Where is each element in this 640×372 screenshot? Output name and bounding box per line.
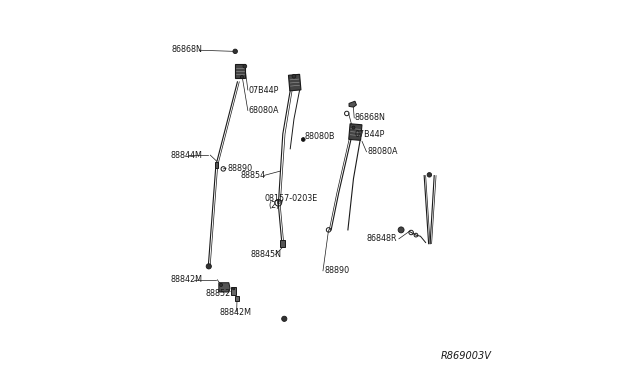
- Text: 88890: 88890: [324, 266, 349, 275]
- Circle shape: [427, 173, 431, 177]
- Text: B: B: [276, 200, 280, 205]
- Circle shape: [241, 76, 243, 78]
- Text: 88852: 88852: [205, 289, 230, 298]
- Text: 88080A: 88080A: [367, 147, 397, 156]
- FancyBboxPatch shape: [235, 295, 239, 301]
- Circle shape: [220, 283, 223, 286]
- Text: 07B44P: 07B44P: [355, 130, 385, 139]
- Text: 88080B: 88080B: [305, 132, 335, 141]
- Circle shape: [233, 49, 237, 54]
- Text: 88844M: 88844M: [170, 151, 202, 160]
- Circle shape: [352, 126, 355, 129]
- Text: 07B44P: 07B44P: [248, 86, 279, 94]
- Circle shape: [282, 316, 287, 321]
- FancyBboxPatch shape: [231, 287, 237, 295]
- Circle shape: [243, 64, 246, 68]
- Bar: [235, 64, 245, 78]
- Circle shape: [232, 288, 235, 290]
- Text: 68080A: 68080A: [248, 106, 279, 115]
- Circle shape: [398, 227, 404, 233]
- FancyBboxPatch shape: [215, 162, 218, 168]
- Text: 86868N: 86868N: [172, 45, 202, 54]
- Bar: [349, 124, 362, 140]
- Text: R869003V: R869003V: [440, 352, 491, 361]
- Text: 88842M: 88842M: [220, 308, 252, 317]
- Text: 86868N: 86868N: [355, 113, 386, 122]
- Text: 88854: 88854: [240, 171, 265, 180]
- Circle shape: [301, 138, 305, 141]
- FancyBboxPatch shape: [280, 240, 285, 247]
- Text: 86848R: 86848R: [367, 234, 397, 243]
- Text: 88845N: 88845N: [250, 250, 281, 259]
- Polygon shape: [349, 101, 356, 107]
- Text: 08157-0203E: 08157-0203E: [265, 194, 318, 203]
- Polygon shape: [219, 283, 230, 292]
- Circle shape: [292, 74, 296, 78]
- Circle shape: [206, 264, 211, 269]
- Bar: [289, 74, 301, 91]
- Text: (2): (2): [269, 201, 280, 210]
- Text: 88890: 88890: [228, 164, 253, 173]
- Text: 88842M: 88842M: [170, 275, 202, 284]
